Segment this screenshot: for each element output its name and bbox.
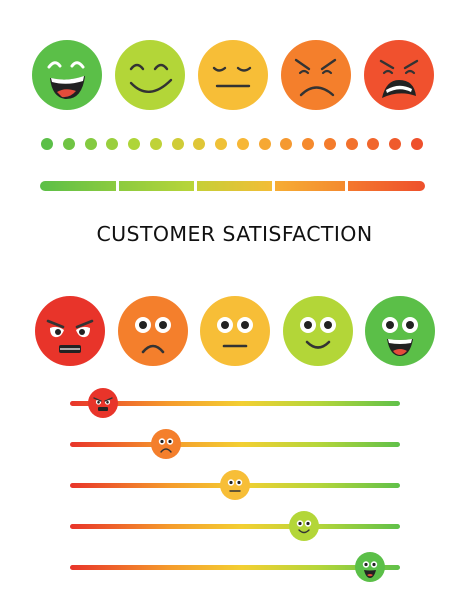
neutral-face-icon [200, 296, 270, 366]
slider-track[interactable] [70, 524, 400, 529]
scale-dot [106, 138, 119, 150]
bar-segment-green [40, 181, 116, 191]
content-face-icon [115, 40, 185, 110]
scale-dot [302, 138, 315, 150]
slider-track[interactable] [70, 442, 400, 447]
bar-segment-red [348, 181, 425, 191]
bar-segment-yellow [197, 181, 272, 191]
scale-dot [236, 138, 249, 150]
page-title: CUSTOMER SATISFACTION [96, 222, 373, 246]
scale-dot [367, 138, 380, 150]
happy-face-icon [283, 296, 353, 366]
slider-track[interactable] [70, 401, 400, 406]
slider-thumb-happy-face[interactable] [289, 511, 320, 541]
slider-thumb-neutral-face[interactable] [220, 470, 250, 500]
scale-dot [149, 138, 162, 150]
slider-thumb-sad-face[interactable] [150, 429, 181, 459]
scale-dot [411, 138, 423, 150]
slider-thumb-very-happy-face[interactable] [355, 552, 386, 582]
scale-dot [258, 138, 271, 150]
annoyed-face-icon [281, 40, 351, 110]
scale-dot [323, 138, 336, 150]
bar-segment-yellow-green [119, 181, 194, 191]
scale-dot [193, 138, 206, 150]
slider-thumb-angry-face[interactable] [88, 388, 118, 418]
furious-face-icon [364, 40, 434, 110]
scale-dot [128, 138, 141, 150]
angry-face-icon [35, 296, 105, 366]
slider-track[interactable] [70, 565, 400, 570]
scale-dot [171, 138, 184, 150]
scale-dot [84, 138, 97, 150]
very-happy-face-icon [365, 296, 435, 366]
scale-dot [41, 138, 53, 150]
scale-dot [389, 138, 402, 150]
laughing-face-icon [32, 40, 102, 110]
scale-dot [62, 138, 75, 150]
bar-segment-orange [275, 181, 345, 191]
scale-dot [215, 138, 228, 150]
neutral-face-icon [198, 40, 268, 110]
scale-dot [345, 138, 358, 150]
scale-dot [280, 138, 293, 150]
sad-face-icon [118, 296, 188, 366]
